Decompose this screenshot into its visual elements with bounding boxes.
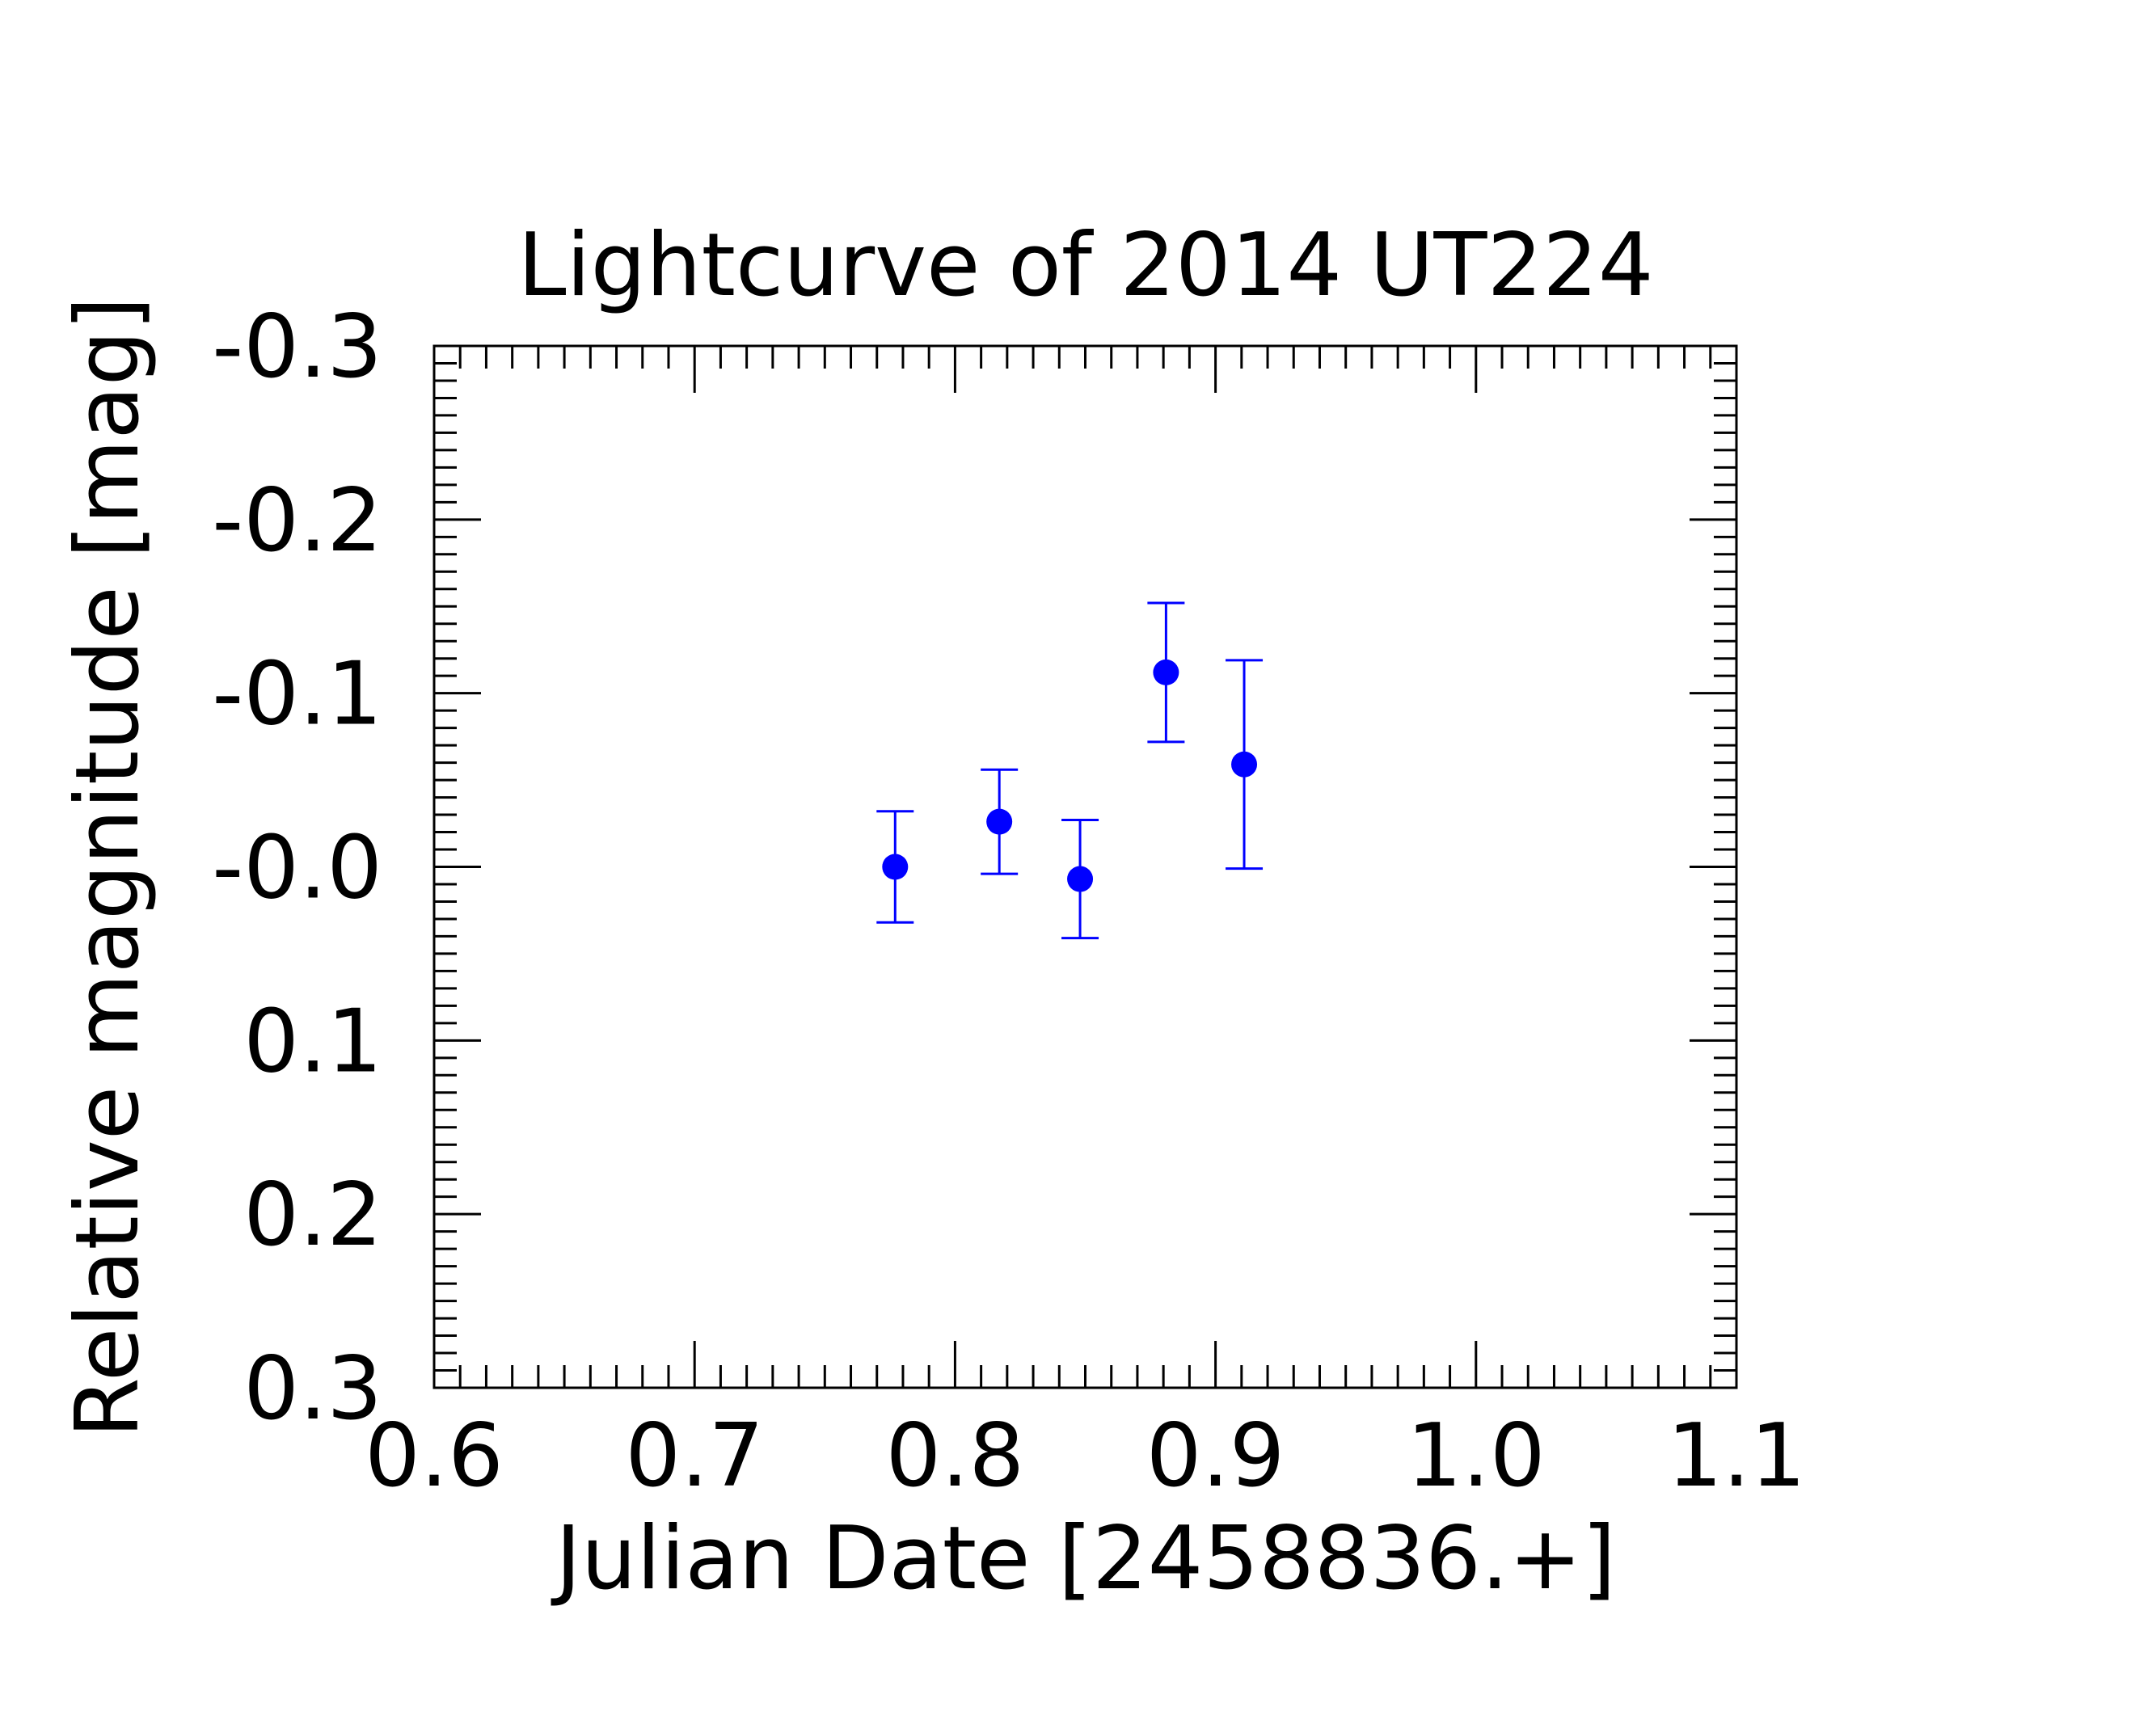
data-points — [876, 601, 1264, 940]
major-ticks — [432, 344, 1738, 1389]
minor-ticks — [434, 346, 1736, 1388]
data-point-group — [1226, 659, 1264, 870]
x-tick-label: 0.8 — [886, 1406, 1025, 1507]
x-axis-label: Julian Date [2458836.+] — [551, 1508, 1616, 1609]
chart-title: Lightcurve of 2014 UT224 — [517, 215, 1653, 316]
data-point — [1231, 751, 1258, 778]
plot-frame — [432, 344, 1738, 1389]
y-tick-label: -0.0 — [212, 818, 382, 919]
x-tick-label: 0.9 — [1146, 1406, 1285, 1507]
y-tick-label: -0.3 — [212, 297, 382, 398]
y-tick-label: -0.1 — [212, 644, 382, 745]
x-tick-label: 0.6 — [365, 1406, 504, 1507]
data-point — [986, 808, 1013, 835]
data-point-group — [876, 810, 914, 924]
x-tick-label: 1.1 — [1667, 1406, 1806, 1507]
data-point — [882, 854, 909, 880]
data-point-group — [1061, 818, 1099, 940]
data-point — [1153, 659, 1179, 685]
x-tick-label: 1.0 — [1407, 1406, 1546, 1507]
data-point — [1067, 866, 1094, 892]
x-tick-label: 0.7 — [625, 1406, 764, 1507]
y-tick-label: 0.3 — [243, 1338, 382, 1439]
x-tick-labels: 0.6 0.7 0.8 0.9 1.0 1.1 — [365, 1406, 1806, 1507]
data-point-group — [981, 768, 1019, 875]
y-axis-label: Relative magnitude [mag] — [57, 297, 158, 1439]
y-tick-label: 0.2 — [243, 1165, 382, 1266]
y-tick-labels: -0.3 -0.2 -0.1 -0.0 0.1 0.2 0.3 — [212, 297, 382, 1439]
data-point-group — [1147, 601, 1185, 744]
y-tick-label: -0.2 — [212, 470, 382, 571]
y-tick-label: 0.1 — [243, 991, 382, 1092]
